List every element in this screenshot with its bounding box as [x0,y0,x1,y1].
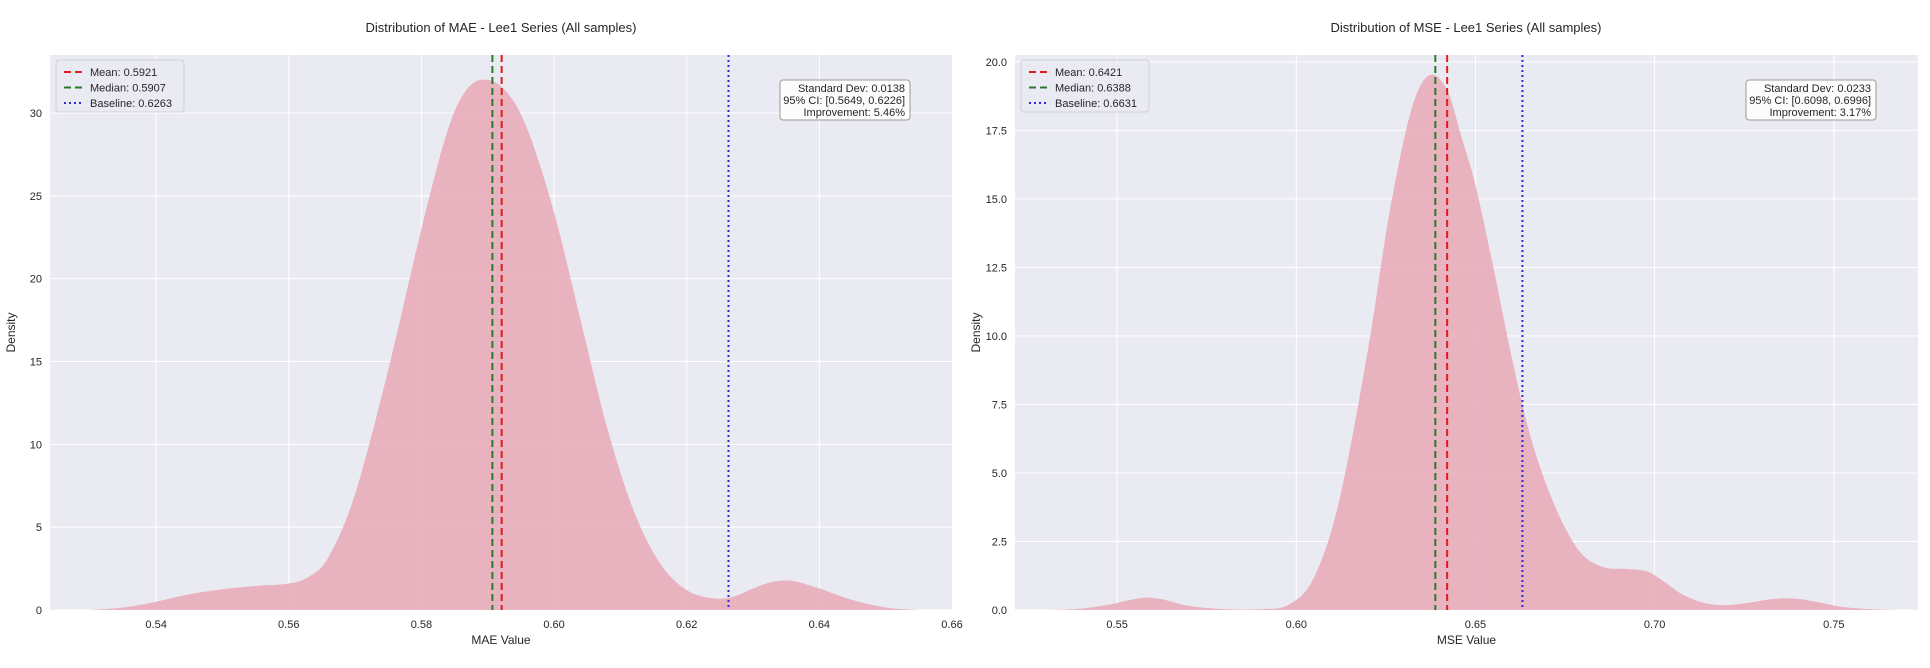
mse-ytick-label: 10.0 [986,331,1007,343]
mae-x-axis-label: MAE Value [471,633,530,647]
mse-chart-title: Distribution of MSE - Lee1 Series (All s… [1331,20,1602,35]
mae-xtick-label: 0.58 [411,619,432,631]
mse-xtick-label: 0.60 [1286,619,1307,631]
mse-y-axis-label: Density [969,312,983,352]
mse-ytick-label: 20.0 [986,57,1007,69]
mae-xtick-label: 0.62 [676,619,697,631]
mse-ytick-label: 12.5 [986,262,1007,274]
mae-xtick-label: 0.66 [941,619,962,631]
mae-chart: 0.54 0.56 0.58 0.60 0.62 0.64 0.66 0 5 10 15 20 25 30… [4,20,963,647]
mse-xtick-label: 0.65 [1465,619,1486,631]
mse-ytick-label: 17.5 [986,125,1007,137]
mae-stats-line: 95% CI: [0.5649, 0.6226] [783,95,905,107]
mae-ytick-label: 15 [30,356,42,368]
mae-legend-label: Baseline: 0.6263 [90,98,172,110]
mse-ytick-label: 7.5 [992,399,1007,411]
mse-legend-label: Baseline: 0.6631 [1055,98,1137,110]
mae-ytick-label: 5 [36,522,42,534]
mae-xtick-label: 0.60 [543,619,564,631]
mse-ytick-label: 15.0 [986,194,1007,206]
mae-ytick-label: 30 [30,108,42,120]
mse-xtick-label: 0.70 [1644,619,1665,631]
mse-x-axis-label: MSE Value [1437,633,1496,647]
mae-stats-frame [779,79,911,121]
mae-chart-title: Distribution of MAE - Lee1 Series (All s… [366,20,637,35]
mae-legend: Mean: 0.5921 Median: 0.5907 Baseline: 0.62… [55,59,185,113]
mae-ytick-label: 10 [30,439,42,451]
mae-legend-label: Mean: 0.5921 [90,67,157,79]
mae-ytick-label: 20 [30,274,42,286]
mae-ytick-label: 0 [36,605,42,617]
mse-stats-line: 95% CI: [0.6098, 0.6996] [1749,95,1871,107]
mae-density-area [89,79,919,610]
mse-chart: 0.55 0.60 0.65 0.70 0.75 0.0 2.5 5.0 7.5 10.0 12.5… [969,20,1918,647]
mae-ytick-label: 25 [30,191,42,203]
mae-y-axis-label: Density [4,312,18,352]
mae-stats-line: Standard Dev: 0.0138 [798,83,905,95]
mse-legend: Mean: 0.6421 Median: 0.6388 Baseline: 0.66… [1020,59,1150,113]
mae-xtick-label: 0.64 [809,619,830,631]
mae-xtick-label: 0.56 [278,619,299,631]
mse-stats-frame [1745,79,1877,121]
mse-ytick-label: 5.0 [992,468,1007,480]
mse-legend-label: Mean: 0.6421 [1055,67,1122,79]
mse-stats-line: Improvement: 3.17% [1770,107,1872,119]
mse-legend-box [1020,59,1150,113]
mae-stats-line: Improvement: 5.46% [804,107,906,119]
mae-xtick-label: 0.54 [145,619,166,631]
mse-legend-label: Median: 0.6388 [1055,83,1131,95]
mae-legend-box [55,59,185,113]
mse-xtick-label: 0.75 [1823,619,1844,631]
mse-xtick-label: 0.55 [1106,619,1127,631]
mse-ytick-label: 0.0 [992,605,1007,617]
mse-density-area [1052,74,1895,610]
mae-legend-label: Median: 0.5907 [90,83,166,95]
mse-stats-line: Standard Dev: 0.0233 [1764,83,1871,95]
mse-ytick-label: 2.5 [992,536,1007,548]
